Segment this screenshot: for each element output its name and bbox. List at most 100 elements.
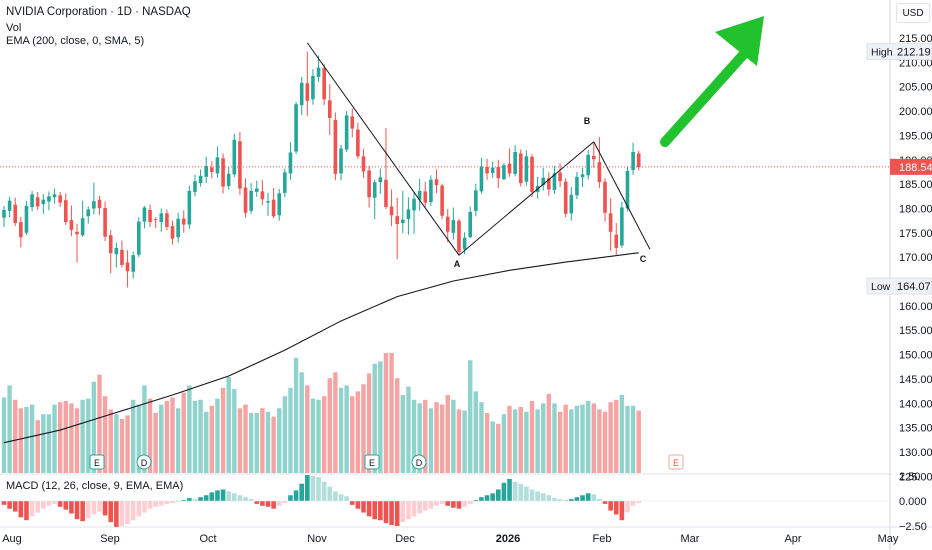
candle-body	[462, 237, 467, 250]
macd-bar	[136, 501, 142, 517]
volume-bar	[372, 363, 377, 473]
price-axis: 215.00210.00205.00200.00195.00190.00185.…	[0, 33, 932, 533]
candle-body	[142, 207, 147, 222]
candle-body	[210, 167, 214, 172]
candle-body	[198, 175, 203, 184]
candle-body	[2, 209, 6, 218]
macd-bar	[85, 501, 91, 519]
candle-body	[193, 181, 197, 192]
volume-bar	[108, 409, 113, 473]
volume-bar	[473, 391, 479, 473]
candle-body	[429, 179, 433, 203]
event-marker: D	[411, 454, 427, 470]
macd-bar	[625, 501, 630, 513]
volume-bar	[552, 403, 557, 473]
macd-bar	[57, 501, 63, 507]
candle	[165, 209, 169, 231]
macd-bar	[349, 501, 355, 505]
candle	[311, 69, 315, 105]
macd-bar	[501, 482, 507, 501]
candle	[401, 190, 405, 234]
candle	[266, 192, 270, 216]
candle-body	[75, 231, 79, 235]
candle-body	[131, 255, 135, 272]
macd-bar	[310, 476, 316, 501]
volume-label[interactable]: Vol	[6, 22, 22, 34]
candle	[636, 150, 641, 171]
macd-bar	[540, 493, 546, 501]
time-tick-label: Dec	[395, 533, 415, 545]
candle-body	[97, 199, 102, 208]
macd-bar	[271, 501, 276, 509]
candle-body	[215, 157, 220, 174]
candle	[412, 191, 416, 234]
candle	[406, 197, 411, 235]
high-badge-label: High	[871, 47, 893, 59]
macd-label[interactable]: MACD (12, 26, close, 9, EMA, EMA)	[6, 480, 184, 492]
volume-bar	[366, 373, 372, 473]
volume-bar	[142, 385, 147, 473]
candle	[423, 181, 428, 207]
volume-bar	[608, 402, 613, 473]
candle-body	[316, 67, 321, 77]
candle-body	[451, 220, 456, 233]
macd-bar	[102, 501, 108, 516]
macd-bar	[630, 501, 636, 506]
macd-bar	[569, 499, 574, 501]
time-tick-label: Oct	[199, 533, 216, 545]
candle-body	[243, 187, 248, 213]
ema-label[interactable]: EMA (200, close, 0, SMA, 5)	[6, 35, 145, 47]
candle-body	[502, 165, 506, 180]
macd-bar	[316, 477, 321, 501]
currency-button[interactable]: USD	[896, 3, 930, 23]
macd-bar	[507, 478, 512, 501]
candle	[597, 137, 602, 188]
candle	[479, 157, 484, 194]
macd-bar	[175, 501, 181, 502]
candle-body	[490, 167, 495, 173]
candle-body	[254, 188, 259, 192]
volume-bar	[411, 399, 417, 473]
candle	[451, 207, 456, 240]
volume-bar	[507, 405, 512, 473]
volume-bar	[417, 403, 422, 473]
low-badge	[866, 277, 932, 295]
volume-bar	[462, 410, 467, 473]
macd-bar	[80, 501, 85, 522]
volume-bar	[333, 372, 338, 473]
macd-bar	[529, 489, 535, 501]
candle-body	[558, 172, 562, 182]
macd-bar	[282, 501, 288, 503]
candle-body	[19, 222, 23, 238]
macd-bar	[119, 501, 125, 526]
candle-body	[608, 213, 613, 232]
candle-body	[277, 193, 282, 216]
candle	[176, 212, 180, 243]
volume-bar	[518, 407, 523, 473]
macd-bar	[439, 501, 445, 504]
volume-bar	[406, 386, 411, 473]
volume-bar	[74, 408, 80, 473]
candle	[530, 154, 534, 198]
volume-pane	[1, 353, 641, 473]
candle-body	[120, 249, 124, 265]
time-tick-label: Mar	[681, 533, 700, 545]
candle-body	[47, 196, 51, 202]
macd-bar	[406, 501, 411, 520]
candle	[625, 166, 630, 212]
candle	[429, 175, 433, 207]
volume-bar	[569, 409, 574, 473]
volume-bar	[57, 402, 63, 473]
candle-body	[530, 156, 534, 192]
symbol-title[interactable]: NVIDIA Corporation · 1D · NASDAQ	[6, 6, 191, 18]
candle	[591, 142, 596, 168]
candle-body	[591, 155, 596, 160]
macd-bar	[602, 501, 608, 504]
macd-bar	[164, 501, 170, 504]
candle	[608, 198, 613, 251]
macd-bar	[366, 501, 372, 517]
volume-bar	[46, 414, 52, 473]
volume-bar	[456, 409, 462, 473]
volume-bar	[636, 410, 641, 473]
